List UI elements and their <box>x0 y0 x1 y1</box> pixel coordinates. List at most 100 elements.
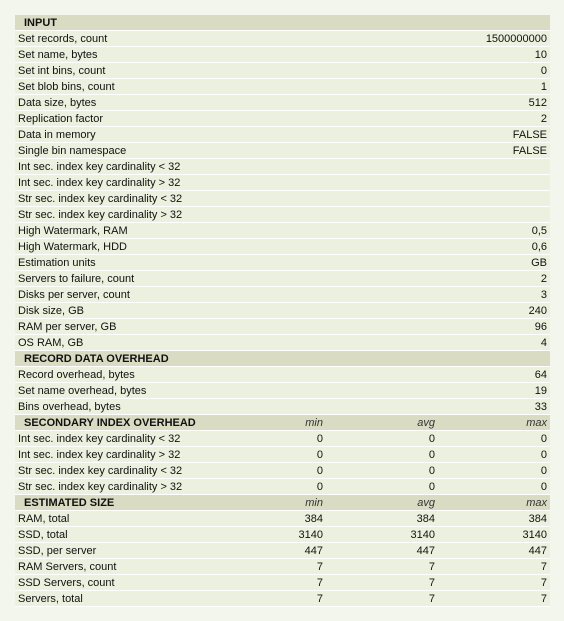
row-value[interactable]: FALSE <box>512 145 547 157</box>
row-label: Set name overhead, bytes <box>18 385 147 397</box>
cell-min: 447 <box>304 545 323 557</box>
cell-min: 384 <box>304 513 323 525</box>
col-header-avg: avg <box>417 497 435 509</box>
table-row: SSD Servers, count 7 7 7 <box>15 575 550 591</box>
cell-max: 447 <box>528 545 547 557</box>
row-label: Disk size, GB <box>18 305 85 317</box>
row-value[interactable]: FALSE <box>512 129 547 141</box>
cell-min: 7 <box>316 561 323 573</box>
table-row: Single bin namespace FALSE <box>15 143 550 159</box>
table-row: Str sec. index key cardinality < 32 0 0 0 <box>15 463 550 479</box>
table-row: Set blob bins, count 1 <box>15 79 550 95</box>
cell-avg: 0 <box>428 449 435 461</box>
row-value[interactable]: 0 <box>540 65 547 77</box>
section-header-record-overhead: RECORD DATA OVERHEAD <box>15 351 550 367</box>
row-label: High Watermark, RAM <box>18 225 128 237</box>
row-label: OS RAM, GB <box>18 337 84 349</box>
table-row: SSD, total 3140 3140 3140 <box>15 527 550 543</box>
row-label: Set records, count <box>18 33 108 45</box>
row-label: SSD Servers, count <box>18 577 115 589</box>
row-label: Servers to failure, count <box>18 273 135 285</box>
cell-avg: 7 <box>428 577 435 589</box>
row-value[interactable]: 3 <box>540 289 547 301</box>
table-row: OS RAM, GB 4 <box>15 335 550 351</box>
table-row: High Watermark, HDD 0,6 <box>15 239 550 255</box>
cell-avg: 447 <box>416 545 435 557</box>
table-row: Replication factor 2 <box>15 111 550 127</box>
cell-min: 0 <box>316 433 323 445</box>
row-label: Replication factor <box>18 113 103 125</box>
col-header-avg: avg <box>417 417 435 429</box>
row-label: SSD, per server <box>18 545 97 557</box>
table-row: High Watermark, RAM 0,5 <box>15 223 550 239</box>
table-row: Set int bins, count 0 <box>15 63 550 79</box>
row-label: Str sec. index key cardinality > 32 <box>18 209 183 221</box>
row-label: RAM Servers, count <box>18 561 117 573</box>
section-title: INPUT <box>24 17 57 29</box>
table-row: Str sec. index key cardinality > 32 0 0 0 <box>15 479 550 495</box>
row-value[interactable]: 0,6 <box>531 241 547 253</box>
row-value[interactable]: 1 <box>540 81 547 93</box>
row-label: High Watermark, HDD <box>18 241 127 253</box>
table-row: Int sec. index key cardinality > 32 <box>15 175 550 191</box>
row-value[interactable]: 512 <box>528 97 547 109</box>
table-row: Set records, count 1500000000 <box>15 31 550 47</box>
row-value[interactable]: 2 <box>540 273 547 285</box>
row-label: RAM, total <box>18 513 70 525</box>
row-label: Estimation units <box>18 257 96 269</box>
table-row: Record overhead, bytes 64 <box>15 367 550 383</box>
cell-avg: 0 <box>428 481 435 493</box>
table-row: RAM, total 384 384 384 <box>15 511 550 527</box>
row-value[interactable] <box>210 191 550 206</box>
table-row: Data in memory FALSE <box>15 127 550 143</box>
row-value[interactable]: GB <box>531 257 547 269</box>
table-row: SSD, per server 447 447 447 <box>15 543 550 559</box>
cell-max: 7 <box>540 577 547 589</box>
table-row: RAM per server, GB 96 <box>15 319 550 335</box>
row-label: Data size, bytes <box>18 97 97 109</box>
row-label: Record overhead, bytes <box>18 369 135 381</box>
row-value[interactable]: 0,5 <box>531 225 547 237</box>
cell-max: 384 <box>528 513 547 525</box>
row-label: Bins overhead, bytes <box>18 401 121 413</box>
row-label: Set blob bins, count <box>18 81 115 93</box>
row-label: Data in memory <box>18 129 96 141</box>
cell-max: 7 <box>540 561 547 573</box>
row-value[interactable]: 19 <box>534 385 547 397</box>
cell-max: 0 <box>540 481 547 493</box>
table-row: Disks per server, count 3 <box>15 287 550 303</box>
row-value[interactable] <box>210 175 550 190</box>
cell-avg: 3140 <box>410 529 435 541</box>
cell-avg: 384 <box>416 513 435 525</box>
row-value[interactable]: 240 <box>528 305 547 317</box>
table-row: Int sec. index key cardinality > 32 0 0 0 <box>15 447 550 463</box>
cell-max: 0 <box>540 433 547 445</box>
row-value[interactable]: 96 <box>534 321 547 333</box>
section-title: RECORD DATA OVERHEAD <box>24 353 169 365</box>
cell-avg: 7 <box>428 593 435 605</box>
cell-max: 0 <box>540 465 547 477</box>
row-label: Int sec. index key cardinality < 32 <box>18 161 181 173</box>
row-value[interactable]: 33 <box>534 401 547 413</box>
row-value[interactable]: 2 <box>540 113 547 125</box>
row-value[interactable]: 4 <box>540 337 547 349</box>
table-row: Estimation units GB <box>15 255 550 271</box>
cell-avg: 7 <box>428 561 435 573</box>
row-label: Set name, bytes <box>18 49 98 61</box>
row-label: Disks per server, count <box>18 289 130 301</box>
row-label: Int sec. index key cardinality < 32 <box>18 433 181 445</box>
table-row: Data size, bytes 512 <box>15 95 550 111</box>
row-value[interactable]: 10 <box>534 49 547 61</box>
table-row: Bins overhead, bytes 33 <box>15 399 550 415</box>
cell-min: 7 <box>316 593 323 605</box>
row-label: Single bin namespace <box>18 145 127 157</box>
row-value[interactable]: 1500000000 <box>485 33 547 45</box>
table-row: Servers, total 7 7 7 <box>15 591 550 607</box>
row-value[interactable] <box>210 207 550 222</box>
col-header-min: min <box>305 417 323 429</box>
cell-min: 0 <box>316 449 323 461</box>
row-value[interactable] <box>210 159 550 174</box>
row-value[interactable]: 64 <box>534 369 547 381</box>
cell-avg: 0 <box>428 465 435 477</box>
cell-min: 7 <box>316 577 323 589</box>
